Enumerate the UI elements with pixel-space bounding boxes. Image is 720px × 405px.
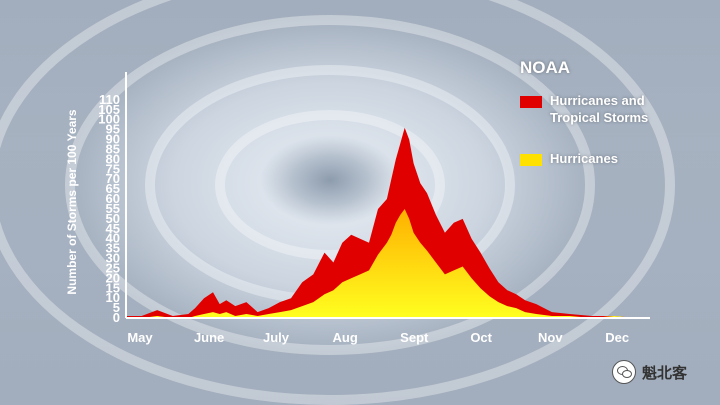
- x-tick-label: June: [194, 330, 224, 345]
- watermark: 魁北客: [612, 360, 687, 384]
- x-tick-label: Sept: [400, 330, 429, 345]
- y-tick-label: 70: [106, 171, 120, 186]
- watermark-text: 魁北客: [642, 364, 688, 382]
- series-area-hurricanes: [126, 209, 655, 318]
- y-tick-label: 105: [98, 102, 120, 117]
- legend: NOAA Hurricanes and Tropical Storms Hurr…: [520, 58, 710, 191]
- y-tick-label: 110: [99, 92, 120, 107]
- y-tick-label: 55: [106, 201, 120, 216]
- y-tick-label: 95: [106, 122, 120, 137]
- y-tick-label: 30: [106, 251, 120, 266]
- x-tick-label: Nov: [538, 330, 563, 345]
- y-tick-label: 100: [98, 112, 120, 127]
- legend-title: NOAA: [520, 58, 571, 77]
- y-tick-label: 5: [113, 300, 120, 315]
- y-axis-title: Number of Storms per 100 Years: [65, 109, 79, 295]
- x-tick-label: May: [127, 330, 153, 345]
- y-tick-label: 15: [106, 280, 120, 295]
- y-tick-label: 45: [106, 221, 120, 236]
- legend-label-hurricanes: Hurricanes: [550, 151, 618, 166]
- x-tick-label: Oct: [470, 330, 492, 345]
- legend-item-all-storms: Hurricanes and Tropical Storms: [520, 92, 710, 126]
- y-tick-label: 20: [106, 270, 120, 285]
- y-tick-label: 75: [106, 161, 120, 176]
- legend-swatch-red: [520, 96, 542, 108]
- x-tick-label: Aug: [332, 330, 357, 345]
- wechat-icon: [612, 360, 636, 384]
- legend-item-hurricanes: Hurricanes: [520, 150, 710, 167]
- y-tick-label: 65: [106, 181, 120, 196]
- y-tick-label: 0: [113, 310, 120, 325]
- y-tick-label: 40: [106, 231, 120, 246]
- x-tick-label: July: [263, 330, 290, 345]
- y-tick-label: 90: [106, 132, 120, 147]
- y-tick-label: 85: [106, 141, 120, 156]
- y-tick-label: 25: [106, 260, 120, 275]
- y-tick-label: 35: [106, 241, 120, 256]
- series-area-all-storms: [126, 127, 655, 318]
- y-tick-label: 60: [106, 191, 120, 206]
- y-tick-label: 10: [106, 290, 120, 305]
- x-tick-label: Dec: [605, 330, 629, 345]
- legend-swatch-yellow: [520, 154, 542, 166]
- y-tick-label: 50: [106, 211, 120, 226]
- y-tick-label: 80: [106, 151, 120, 166]
- legend-label-all-storms: Hurricanes and Tropical Storms: [550, 93, 649, 125]
